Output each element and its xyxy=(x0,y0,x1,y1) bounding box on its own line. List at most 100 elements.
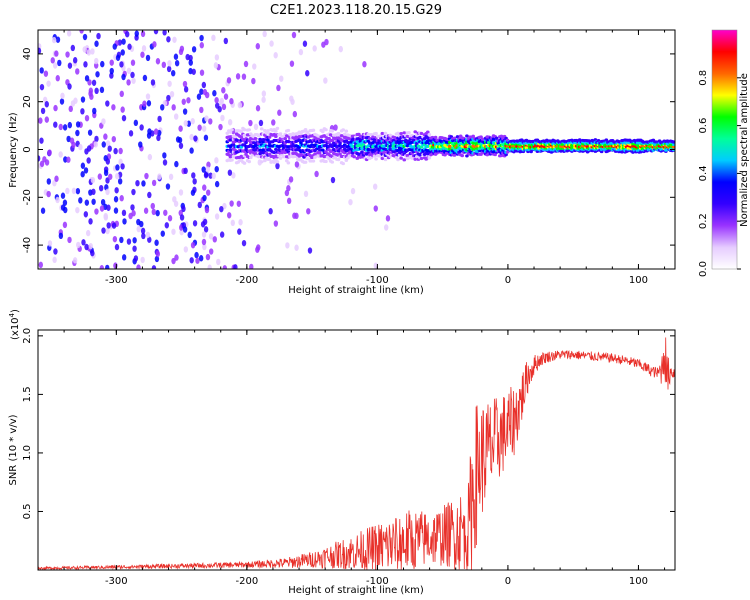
heatmap-cell xyxy=(204,206,210,214)
heatmap-cell xyxy=(131,210,136,217)
heatmap-cell xyxy=(151,208,156,216)
heatmap-cell xyxy=(407,131,411,135)
heatmap-cell xyxy=(233,264,238,269)
heatmap-cell xyxy=(178,142,184,149)
heatmap-cell xyxy=(208,233,214,240)
heatmap-cell xyxy=(131,188,136,196)
heatmap-cell xyxy=(226,212,232,219)
heatmap-cell xyxy=(134,30,139,37)
heatmap-cell xyxy=(604,138,609,142)
heatmap-cell xyxy=(427,156,432,160)
heatmap-cell xyxy=(215,102,220,109)
heatmap-cell xyxy=(218,123,223,131)
heatmap-cell xyxy=(99,265,104,269)
heatmap-cell xyxy=(671,140,675,144)
heatmap-cell xyxy=(174,254,179,261)
heatmap-cell xyxy=(121,73,126,81)
heatmap-cell xyxy=(211,34,216,42)
x-tick-label: -100 xyxy=(366,576,389,587)
heatmap-cell xyxy=(106,204,111,211)
heatmap-cell xyxy=(88,242,93,250)
heatmap-cell xyxy=(38,117,43,124)
heatmap-cell xyxy=(267,157,272,162)
heatmap-cell xyxy=(122,218,127,225)
heatmap-cell xyxy=(194,251,199,259)
heatmap-cell xyxy=(121,38,126,45)
heatmap-cell xyxy=(292,212,297,219)
heatmap-cell xyxy=(113,196,119,203)
snr-y-axis-label: SNR (10 * v/v) xyxy=(8,414,19,485)
heatmap-cell xyxy=(269,40,274,47)
heatmap-cell xyxy=(216,258,221,266)
heatmap-cell xyxy=(274,129,278,133)
heatmap-cell xyxy=(261,96,266,103)
heatmap-cell xyxy=(58,151,63,158)
heatmap-cell xyxy=(303,127,308,132)
heatmap-cell xyxy=(142,100,147,107)
heatmap-cell xyxy=(145,231,151,239)
heatmap-cell xyxy=(342,132,347,136)
heatmap-cell xyxy=(383,157,388,162)
heatmap-cell xyxy=(83,61,88,68)
heatmap-cell xyxy=(60,204,66,211)
heatmap-cell xyxy=(291,31,297,39)
heatmap-cell xyxy=(203,171,209,179)
heatmap-cell xyxy=(89,93,94,100)
heatmap-cell xyxy=(263,159,267,163)
heatmap-cell xyxy=(119,236,124,244)
colorbar-tick-label: 0.0 xyxy=(698,261,709,277)
heatmap-cell xyxy=(39,160,45,168)
x-tick-label: -300 xyxy=(105,576,128,587)
heatmap-cell xyxy=(263,129,267,133)
heatmap-cell xyxy=(230,158,234,162)
heatmap-cell xyxy=(199,34,204,42)
heatmap-cell xyxy=(157,115,162,123)
heatmap-cell xyxy=(72,57,78,64)
heatmap-cell xyxy=(182,226,188,233)
heatmap-cell xyxy=(71,187,77,195)
heatmap-cell xyxy=(133,119,139,127)
heatmap-cell xyxy=(433,135,438,139)
heatmap-cell xyxy=(100,60,105,68)
heatmap-cell xyxy=(142,74,148,82)
heatmap-cell xyxy=(83,211,89,218)
heatmap-cell xyxy=(311,159,316,163)
heatmap-cell xyxy=(385,215,391,222)
heatmap-cell xyxy=(171,104,176,111)
heatmap-cell xyxy=(68,105,73,113)
heatmap-cell xyxy=(171,228,176,235)
heatmap-cell xyxy=(114,187,119,194)
heatmap-cell xyxy=(212,236,217,243)
heatmap-cell xyxy=(38,47,42,55)
heatmap-cell xyxy=(182,80,188,88)
heatmap-cell xyxy=(121,209,127,217)
heatmap-cell xyxy=(242,128,247,132)
heatmap-cell xyxy=(380,131,385,136)
heatmap-cell xyxy=(321,130,325,134)
heatmap-cell xyxy=(162,152,167,159)
heatmap-cell xyxy=(119,90,124,98)
heatmap-cell xyxy=(271,119,276,126)
x-tick-label: 100 xyxy=(629,576,648,587)
heatmap-cell xyxy=(95,71,100,78)
heatmap-cell xyxy=(371,135,375,139)
heatmap-cell xyxy=(90,48,95,55)
heatmap-cell xyxy=(97,173,103,180)
heatmap-cell xyxy=(84,75,90,82)
heatmap-cell xyxy=(53,104,58,112)
heatmap-cell xyxy=(91,79,97,86)
heatmap-cell xyxy=(174,160,179,168)
heatmap-cell xyxy=(199,106,204,114)
heatmap-cell xyxy=(205,253,211,261)
heatmap-cell xyxy=(330,129,335,133)
heatmap-cell xyxy=(83,167,89,174)
heatmap-cell xyxy=(404,138,408,142)
heatmap-cell xyxy=(201,125,207,132)
heatmap-cell xyxy=(190,241,196,249)
chart-title: C2E1.2023.118.20.15.G29 xyxy=(270,3,442,18)
heatmap-cell xyxy=(127,43,132,50)
heatmap-cell xyxy=(283,137,288,141)
heatmap-cell xyxy=(219,97,225,105)
colorbar-tick-label: 0.4 xyxy=(698,165,709,181)
heatmap-cell xyxy=(219,231,225,238)
